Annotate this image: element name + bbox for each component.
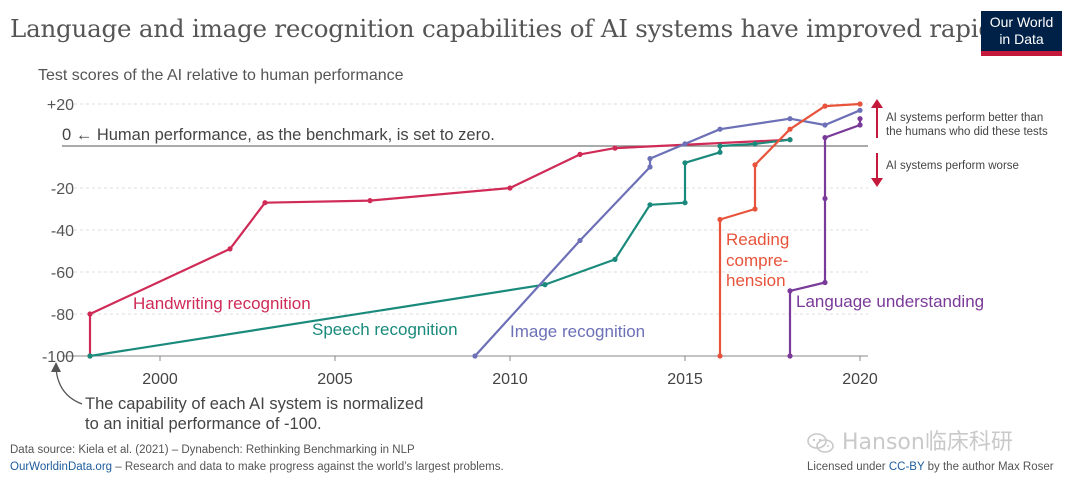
data-point-handwriting [507, 185, 513, 191]
data-point-speech [682, 160, 688, 166]
data-point-language [822, 279, 828, 286]
data-point-language [787, 288, 793, 294]
data-point-image [857, 107, 863, 113]
y-tick-label: -20 [51, 181, 74, 198]
data-point-speech [682, 200, 688, 206]
data-point-handwriting [87, 311, 93, 317]
data-point-image [472, 353, 478, 359]
curved-arrowhead-icon [51, 362, 61, 372]
series-label-reading-2: compre- [726, 251, 788, 270]
data-point-reading [717, 353, 723, 359]
footer-source: Data source: Kiela et al. (2021) – Dynab… [10, 444, 415, 456]
data-point-speech [787, 137, 793, 143]
better-note-line-1: AI systems perform better than [886, 112, 1043, 124]
series-line-language [788, 118, 862, 356]
data-point-language [787, 353, 793, 359]
logo-line-1: Our World [989, 14, 1054, 30]
series-line-image [474, 109, 861, 357]
owid-logo[interactable]: Our World in Data [981, 11, 1062, 56]
data-point-handwriting [612, 145, 618, 151]
x-tick-label: 2015 [667, 371, 703, 388]
data-point-image [577, 237, 583, 244]
y-tick-label: -60 [51, 265, 74, 282]
data-point-speech [717, 149, 723, 155]
data-point-image [717, 126, 723, 132]
down-arrowhead-icon [871, 178, 883, 187]
owid-tagline: – Research and data to make progress aga… [115, 461, 504, 473]
data-point-speech [612, 256, 618, 262]
data-point-image [647, 156, 653, 162]
license-link[interactable]: CC-BY [888, 461, 925, 473]
data-point-reading [752, 206, 758, 212]
data-point-speech [647, 202, 653, 208]
license-suffix: by the author Max Roser [927, 461, 1054, 473]
data-point-language [857, 116, 863, 122]
series-line-speech [89, 138, 791, 358]
data-point-language [857, 122, 863, 128]
logo-line-2: in Data [999, 31, 1044, 47]
y-tick-label: +20 [47, 97, 74, 114]
data-point-image [787, 116, 793, 122]
data-point-reading [822, 103, 828, 109]
license-prefix: Licensed under [807, 461, 886, 473]
data-point-language [822, 195, 828, 202]
series-label-speech: Speech recognition [312, 320, 458, 339]
data-point-image [822, 122, 828, 128]
series-label-reading-1: Reading [726, 230, 789, 249]
data-point-handwriting [367, 198, 373, 204]
series-label-reading-3: hension [726, 271, 786, 290]
data-point-reading [787, 126, 793, 132]
x-axis-ticks: 2000 2005 2010 2015 2020 [142, 356, 878, 388]
footer-owid: OurWorldinData.org – Research and data t… [10, 461, 504, 473]
x-tick-label: 2005 [317, 371, 353, 388]
data-point-handwriting [262, 200, 268, 206]
footer-license: Licensed under CC-BY by the author Max R… [807, 461, 1054, 473]
data-point-speech [752, 141, 758, 147]
y-axis-title: Test scores of the AI relative to human … [38, 67, 404, 84]
x-tick-label: 2010 [492, 371, 528, 388]
series-label-language: Language understanding [796, 292, 984, 311]
data-point-speech [87, 353, 93, 359]
data-point-speech [542, 282, 548, 288]
chart-series [87, 101, 863, 359]
worse-note: AI systems perform worse [886, 160, 1019, 172]
annotation-bg [60, 124, 530, 144]
data-point-handwriting [577, 151, 583, 157]
y-tick-label: -100 [42, 349, 74, 366]
wechat-icon [807, 433, 834, 453]
data-point-reading [857, 101, 863, 107]
human-performance-note: 0 ← Human performance, as the benchmark,… [62, 126, 495, 144]
x-tick-label: 2000 [142, 371, 178, 388]
y-tick-label: -40 [51, 223, 74, 240]
data-point-language [822, 135, 828, 141]
x-tick-label: 2020 [842, 371, 878, 388]
up-arrowhead-icon [871, 99, 883, 108]
data-point-reading [752, 162, 758, 168]
owid-link[interactable]: OurWorldinData.org [10, 461, 113, 473]
better-note-line-2: the humans who did these tests [886, 126, 1048, 138]
curved-arrow-icon [55, 367, 83, 405]
chart-title: Language and image recognition capabilit… [10, 14, 1016, 43]
data-point-image [682, 141, 688, 147]
y-tick-label: -80 [51, 307, 74, 324]
data-point-speech [717, 143, 723, 149]
normalized-note-line-1: The capability of each AI system is norm… [85, 395, 423, 413]
watermark-text: Hanson临床科研 [842, 430, 1013, 455]
watermark: Hanson临床科研 [806, 424, 1013, 456]
data-point-handwriting [227, 246, 233, 252]
series-label-image: Image recognition [510, 322, 645, 341]
normalized-note-line-2: to an initial performance of -100. [85, 415, 322, 433]
data-point-reading [717, 216, 723, 223]
data-point-image [647, 164, 653, 170]
y-axis-ticks: +20 -20 -40 -60 -80 -100 [42, 97, 74, 366]
chart-annotations: Test scores of the AI relative to human … [38, 67, 1048, 433]
series-label-handwriting: Handwriting recognition [133, 294, 311, 313]
